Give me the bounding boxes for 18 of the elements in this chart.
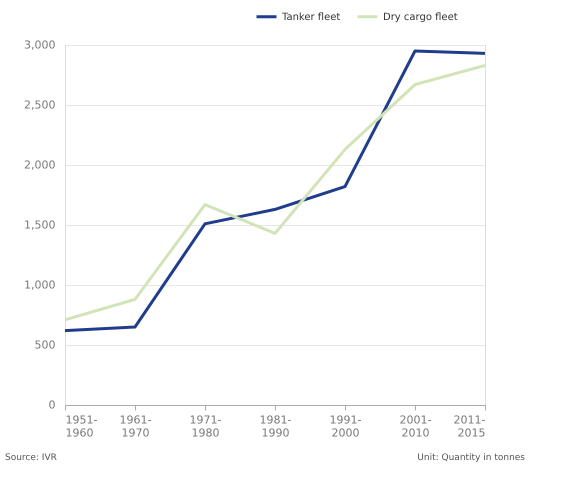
x-tick-label: 2011-2015 xyxy=(454,414,486,440)
legend-label: Dry cargo fleet xyxy=(383,12,458,23)
x-tick-label: 1951-1960 xyxy=(66,414,98,440)
x-tick-label: 1991-2000 xyxy=(330,414,362,440)
text: Unit: Quantity in tonnes xyxy=(417,453,526,463)
x-tick-label: 2001-2010 xyxy=(400,414,432,440)
legend-label: Tanker fleet xyxy=(281,12,340,23)
y-tick-label: 1,500 xyxy=(24,218,56,232)
y-tick-label: 2,000 xyxy=(24,158,56,172)
x-tick-label: 1981-1990 xyxy=(260,414,292,440)
y-tick-label: 0 xyxy=(48,398,56,412)
y-tick-label: 500 xyxy=(34,338,56,352)
x-tick-label: 1971-1980 xyxy=(190,414,222,440)
y-tick-label: 3,000 xyxy=(24,38,56,52)
y-tick-label: 1,000 xyxy=(24,278,56,292)
x-tick-label: 1961-1970 xyxy=(120,414,152,440)
source-note: Source: IVR xyxy=(5,453,57,463)
y-tick-label: 2,500 xyxy=(24,98,56,112)
